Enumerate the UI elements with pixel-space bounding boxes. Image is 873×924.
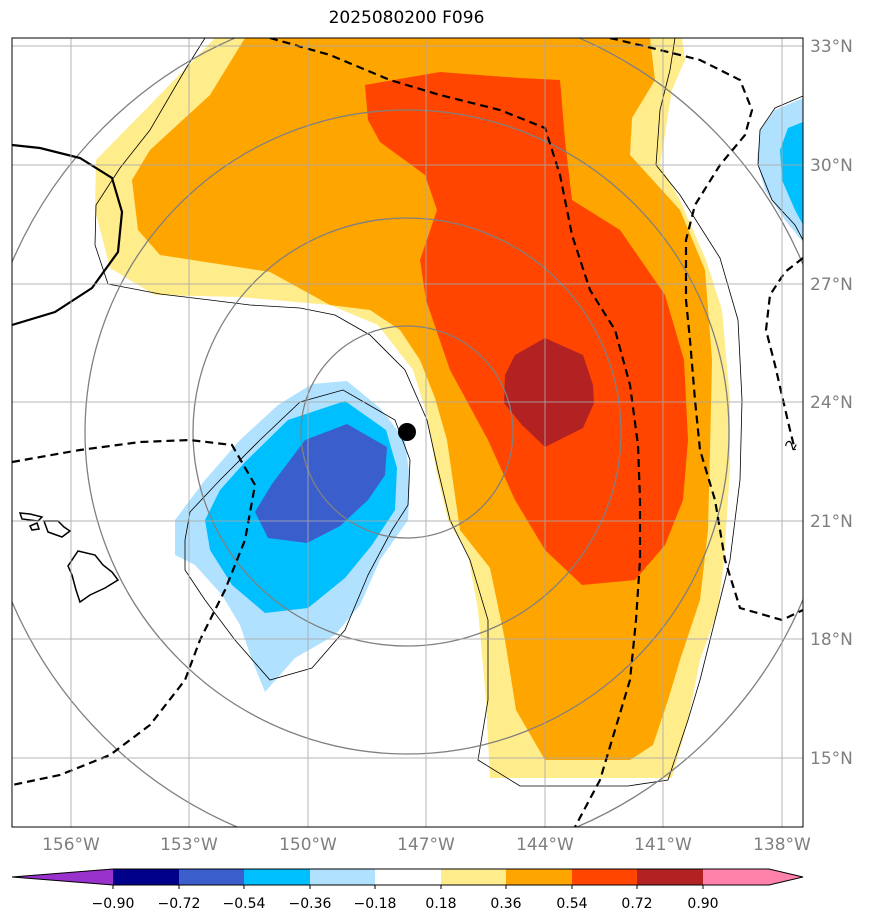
colorbar-segment bbox=[375, 869, 441, 885]
colorbar-segment bbox=[113, 869, 179, 885]
anomaly-fill-neg-0.54-0.72 bbox=[255, 424, 387, 543]
colorbar-tick-label: 0.90 bbox=[687, 896, 718, 912]
latitude-labels: 33°N 30°N 27°N 24°N 21°N 18°N 15°N bbox=[810, 37, 853, 769]
graticule bbox=[12, 38, 803, 827]
colorbar-extend-right bbox=[769, 869, 803, 885]
lon-label: 153°W bbox=[160, 835, 218, 855]
colorbar-segment bbox=[703, 869, 769, 885]
colorbar-tick-label: −0.36 bbox=[289, 896, 332, 912]
lat-label: 21°N bbox=[810, 512, 853, 532]
colorbar-tick-label: 0.36 bbox=[490, 896, 521, 912]
colorbar-tick-label: 0.18 bbox=[425, 896, 456, 912]
anomaly-fill-neg-right-inner bbox=[780, 122, 803, 225]
lon-label: 144°W bbox=[516, 835, 574, 855]
hawaii-coastline bbox=[18, 512, 120, 604]
colorbar-segment bbox=[572, 869, 637, 885]
colorbar-segment bbox=[310, 869, 375, 885]
colorbar-tick-label: −0.54 bbox=[223, 896, 266, 912]
colorbar-segment bbox=[179, 869, 244, 885]
colorbar-tick-label: 0.54 bbox=[556, 896, 587, 912]
lat-label: 15°N bbox=[810, 749, 853, 769]
lon-label: 147°W bbox=[397, 835, 455, 855]
colorbar-tick-label: −0.18 bbox=[354, 896, 397, 912]
anomaly-fill-0.72-0.90 bbox=[504, 338, 594, 447]
lat-label: 27°N bbox=[810, 275, 853, 295]
colorbar-segment bbox=[637, 869, 703, 885]
colorbar-tick-label: 0.72 bbox=[621, 896, 652, 912]
lon-label: 150°W bbox=[279, 835, 337, 855]
longitude-labels: 156°W 153°W 150°W 147°W 144°W 141°W 138°… bbox=[42, 835, 811, 855]
colorbar-segment bbox=[244, 869, 310, 885]
lon-label: 141°W bbox=[634, 835, 692, 855]
storm-center-marker bbox=[398, 423, 416, 441]
thin-contour-negative bbox=[184, 389, 411, 681]
thin-contour-positive bbox=[94, 38, 743, 787]
colorbar-segment bbox=[441, 869, 506, 885]
plot-frame bbox=[11, 37, 804, 828]
colorbar-segment bbox=[506, 869, 572, 885]
lat-label: 33°N bbox=[810, 37, 853, 57]
range-rings bbox=[12, 38, 803, 827]
solid-contour-left bbox=[12, 143, 124, 327]
map-plot-area: 2 bbox=[12, 38, 803, 827]
lat-label: 24°N bbox=[810, 393, 853, 413]
colorbar-tick-label: −0.90 bbox=[92, 896, 135, 912]
colorbar-extend-left bbox=[12, 869, 113, 885]
lon-label: 138°W bbox=[753, 835, 811, 855]
lat-label: 18°N bbox=[810, 630, 853, 650]
colorbar-tick-label: −0.72 bbox=[158, 896, 201, 912]
map-title: 2025080200 F096 bbox=[328, 8, 485, 28]
lat-label: 30°N bbox=[810, 156, 853, 176]
colorbar: −0.90 −0.72 −0.54 −0.36 −0.18 0.18 0.36 … bbox=[11, 868, 804, 912]
anomaly-fill-0.54-0.72 bbox=[365, 72, 688, 585]
lon-label: 156°W bbox=[42, 835, 100, 855]
